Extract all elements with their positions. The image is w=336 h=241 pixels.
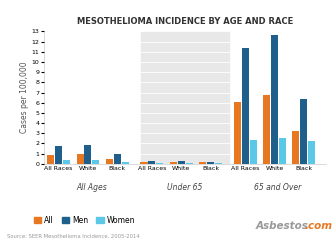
Bar — [55, 146, 62, 164]
Bar — [178, 161, 185, 164]
Bar — [47, 155, 54, 164]
Bar — [215, 163, 222, 164]
Bar — [114, 154, 121, 164]
Bar — [242, 48, 249, 164]
Text: Asbestos: Asbestos — [255, 221, 308, 231]
Text: Source: SEER Mesothelioma Incidence, 2005-2014: Source: SEER Mesothelioma Incidence, 200… — [7, 234, 139, 239]
Y-axis label: Cases per 100,000: Cases per 100,000 — [20, 62, 29, 134]
Bar — [77, 154, 84, 164]
Bar — [106, 159, 113, 164]
Bar — [250, 141, 257, 164]
Bar — [122, 162, 129, 164]
Bar — [186, 163, 193, 164]
Bar — [156, 163, 163, 164]
Text: .com: .com — [304, 221, 332, 231]
Bar — [84, 145, 91, 164]
Bar — [140, 162, 148, 164]
Bar — [279, 138, 286, 164]
Bar — [263, 95, 270, 164]
Bar — [292, 131, 299, 164]
Bar — [92, 160, 99, 164]
Bar — [170, 162, 177, 164]
Bar — [199, 162, 206, 164]
Text: 65 and Over: 65 and Over — [254, 183, 302, 192]
Bar — [141, 31, 229, 164]
Legend: All, Men, Women: All, Men, Women — [31, 213, 138, 228]
Bar — [271, 35, 278, 164]
Text: Under 65: Under 65 — [167, 183, 203, 192]
Title: MESOTHELIOMA INCIDENCE BY AGE AND RACE: MESOTHELIOMA INCIDENCE BY AGE AND RACE — [77, 17, 293, 26]
Bar — [234, 102, 241, 164]
Bar — [63, 160, 70, 164]
Bar — [207, 162, 214, 164]
Bar — [300, 99, 307, 164]
Bar — [308, 141, 316, 164]
Text: All Ages: All Ages — [76, 183, 107, 192]
Bar — [149, 161, 156, 164]
